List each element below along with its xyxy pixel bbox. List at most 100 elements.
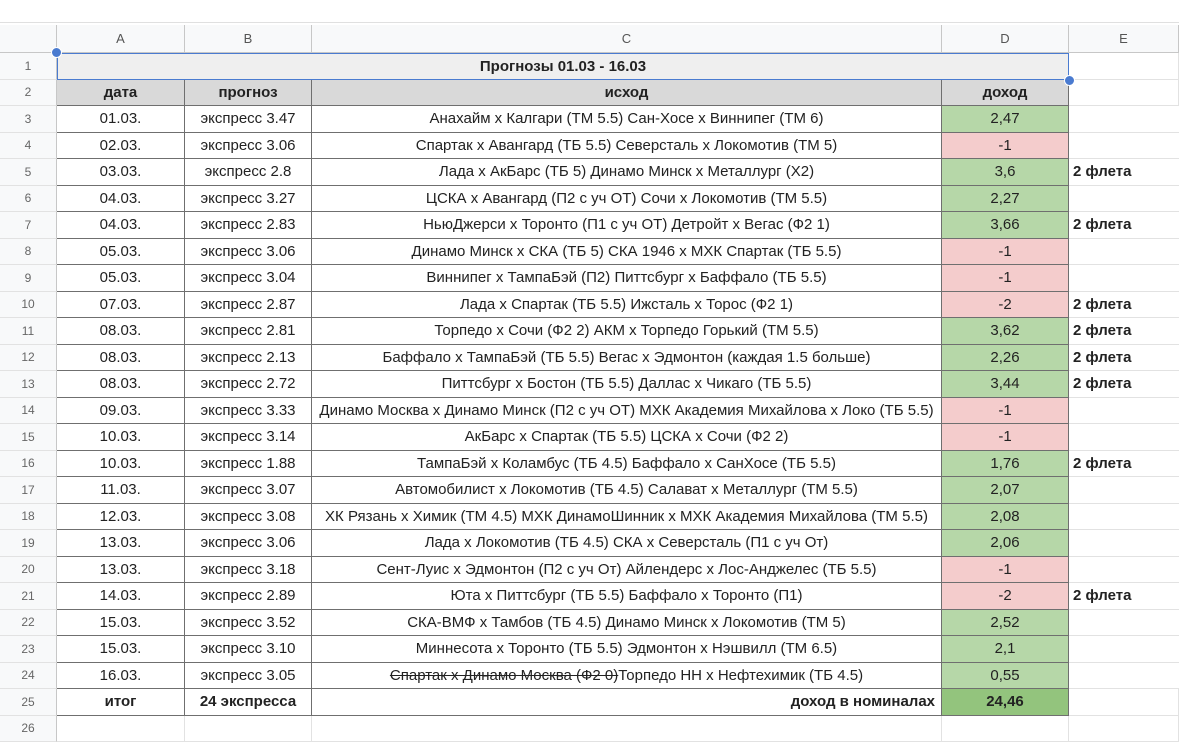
income-cell[interactable]: 2,27 [942,186,1069,213]
income-cell[interactable]: -1 [942,398,1069,425]
row-number[interactable]: 21 [0,583,57,610]
income-cell[interactable]: 2,1 [942,636,1069,663]
date-cell[interactable]: 11.03. [57,477,185,504]
total-income-label[interactable]: доход в номиналах [312,689,942,716]
select-all-corner[interactable] [0,25,57,53]
note-cell[interactable] [1069,424,1179,451]
row-number[interactable]: 2 [0,80,57,107]
forecast-cell[interactable]: экспресс 3.06 [185,133,312,160]
cell[interactable] [1069,53,1179,80]
forecast-cell[interactable]: экспресс 3.08 [185,504,312,531]
forecast-cell[interactable]: экспресс 3.10 [185,636,312,663]
date-cell[interactable]: 02.03. [57,133,185,160]
cell[interactable] [1069,80,1179,107]
selection-handle-top-left[interactable] [51,47,62,58]
outcome-cell[interactable]: Питтсбург x Бостон (ТБ 5.5) Даллас x Чик… [312,371,942,398]
row-number[interactable]: 3 [0,106,57,133]
income-cell[interactable]: -1 [942,424,1069,451]
date-cell[interactable]: 15.03. [57,636,185,663]
column-header-d[interactable]: D [942,25,1069,53]
note-cell[interactable] [1069,504,1179,531]
row-number[interactable]: 19 [0,530,57,557]
spreadsheet-grid[interactable]: A B C D E 1 Прогнозы 01.03 - 16.03 2 дат… [0,25,1179,742]
outcome-cell[interactable]: АкБарс x Спартак (ТБ 5.5) ЦСКА x Сочи (Ф… [312,424,942,451]
income-cell[interactable]: 3,62 [942,318,1069,345]
date-cell[interactable]: 08.03. [57,371,185,398]
forecast-cell[interactable]: экспресс 3.18 [185,557,312,584]
outcome-cell[interactable]: Автомобилист x Локомотив (ТБ 4.5) Салава… [312,477,942,504]
forecast-cell[interactable]: экспресс 2.13 [185,345,312,372]
income-cell[interactable]: 2,07 [942,477,1069,504]
row-number[interactable]: 23 [0,636,57,663]
outcome-cell[interactable]: Динамо Минск x СКА (ТБ 5) СКА 1946 x МХК… [312,239,942,266]
date-cell[interactable]: 10.03. [57,424,185,451]
forecast-cell[interactable]: экспресс 2.83 [185,212,312,239]
note-cell[interactable] [1069,398,1179,425]
income-cell[interactable]: -1 [942,265,1069,292]
cell[interactable] [942,716,1069,742]
forecast-cell[interactable]: экспресс 2.8 [185,159,312,186]
outcome-cell[interactable]: НьюДжерси x Торонто (П1 с уч ОТ) Детройт… [312,212,942,239]
row-number[interactable]: 10 [0,292,57,319]
cell[interactable] [1069,689,1179,716]
note-cell[interactable]: 2 флета [1069,318,1179,345]
outcome-cell[interactable]: Лада x АкБарс (ТБ 5) Динамо Минск x Мета… [312,159,942,186]
cell[interactable] [57,716,185,742]
row-number[interactable]: 14 [0,398,57,425]
row-number[interactable]: 15 [0,424,57,451]
date-cell[interactable]: 10.03. [57,451,185,478]
column-header-b[interactable]: B [185,25,312,53]
row-number[interactable]: 11 [0,318,57,345]
income-cell[interactable]: 3,66 [942,212,1069,239]
header-date[interactable]: дата [57,80,185,107]
row-number[interactable]: 17 [0,477,57,504]
income-cell[interactable]: -1 [942,557,1069,584]
cell[interactable] [312,716,942,742]
row-number[interactable]: 18 [0,504,57,531]
column-header-c[interactable]: C [312,25,942,53]
total-label[interactable]: итог [57,689,185,716]
date-cell[interactable]: 05.03. [57,265,185,292]
forecast-cell[interactable]: экспресс 3.06 [185,239,312,266]
outcome-cell[interactable]: Динамо Москва x Динамо Минск (П2 с уч ОТ… [312,398,942,425]
note-cell[interactable] [1069,477,1179,504]
row-number[interactable]: 22 [0,610,57,637]
forecast-cell[interactable]: экспресс 3.52 [185,610,312,637]
header-outcome[interactable]: исход [312,80,942,107]
row-number[interactable]: 26 [0,716,57,742]
row-number[interactable]: 6 [0,186,57,213]
note-cell[interactable] [1069,239,1179,266]
date-cell[interactable]: 16.03. [57,663,185,690]
forecast-cell[interactable]: экспресс 3.33 [185,398,312,425]
cell[interactable] [1069,716,1179,742]
date-cell[interactable]: 04.03. [57,186,185,213]
forecast-cell[interactable]: экспресс 3.14 [185,424,312,451]
forecast-cell[interactable]: экспресс 3.07 [185,477,312,504]
income-cell[interactable]: -2 [942,292,1069,319]
outcome-cell[interactable]: Юта x Питтсбург (ТБ 5.5) Баффало x Торон… [312,583,942,610]
selection-handle-bottom-right[interactable] [1064,75,1075,86]
forecast-cell[interactable]: экспресс 3.47 [185,106,312,133]
row-number[interactable]: 24 [0,663,57,690]
income-cell[interactable]: 0,55 [942,663,1069,690]
forecast-cell[interactable]: экспресс 3.06 [185,530,312,557]
total-income[interactable]: 24,46 [942,689,1069,716]
note-cell[interactable] [1069,133,1179,160]
note-cell[interactable] [1069,530,1179,557]
date-cell[interactable]: 14.03. [57,583,185,610]
header-income[interactable]: доход [942,80,1069,107]
note-cell[interactable] [1069,610,1179,637]
date-cell[interactable]: 15.03. [57,610,185,637]
outcome-cell[interactable]: ТампаБэй x Коламбус (ТБ 4.5) Баффало x С… [312,451,942,478]
note-cell[interactable]: 2 флета [1069,212,1179,239]
row-number[interactable]: 16 [0,451,57,478]
income-cell[interactable]: 3,6 [942,159,1069,186]
forecast-cell[interactable]: экспресс 2.89 [185,583,312,610]
note-cell[interactable] [1069,663,1179,690]
outcome-cell[interactable]: Лада x Спартак (ТБ 5.5) Ижсталь x Торос … [312,292,942,319]
date-cell[interactable]: 05.03. [57,239,185,266]
outcome-cell[interactable]: ЦСКА x Авангард (П2 с уч ОТ) Сочи x Локо… [312,186,942,213]
note-cell[interactable]: 2 флета [1069,371,1179,398]
title-cell[interactable]: Прогнозы 01.03 - 16.03 [57,53,1069,80]
date-cell[interactable]: 13.03. [57,530,185,557]
